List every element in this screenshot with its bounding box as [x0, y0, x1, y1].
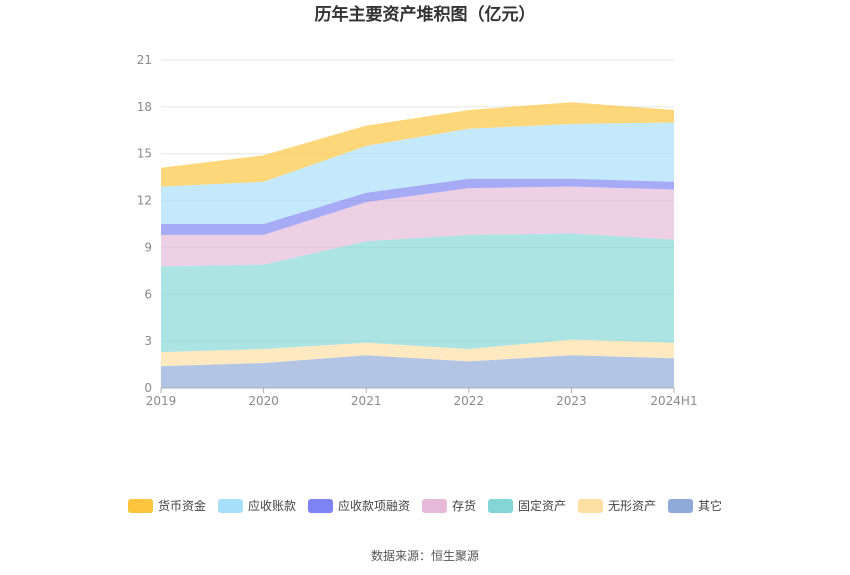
y-tick-label: 15 [137, 147, 152, 161]
area-4 [161, 178, 674, 235]
area-0 [161, 355, 674, 388]
y-tick-label: 0 [144, 381, 152, 395]
area-1 [161, 339, 674, 367]
x-tick-label: 2020 [248, 394, 279, 408]
y-tick-label: 12 [137, 194, 152, 208]
legend-label: 固定资产 [518, 498, 566, 513]
legend-swatch [308, 499, 333, 513]
area-3 [161, 186, 674, 267]
y-tick-label: 3 [144, 334, 152, 348]
legend-swatch [578, 499, 603, 513]
y-tick-label: 18 [137, 100, 152, 114]
y-tick-label: 6 [144, 287, 152, 301]
axes: 0 3 6 9 12 15 18 21 2019 2020 2021 2022 2023 2024H1 [137, 53, 698, 408]
x-tick-label: 2022 [454, 394, 485, 408]
area-series [161, 102, 674, 388]
chart-title: 历年主要资产堆积图（亿元） [315, 4, 536, 25]
x-tick-label: 2021 [351, 394, 382, 408]
x-tick-label: 2019 [146, 394, 177, 408]
legend-label: 货币资金 [158, 498, 206, 513]
legend-label: 无形资产 [608, 499, 656, 513]
legend-swatch [488, 499, 513, 513]
area-2 [161, 233, 674, 353]
legend-label: 其它 [698, 498, 722, 513]
legend-label: 应收账款 [248, 498, 296, 513]
source-note: 数据来源：恒生聚源 [371, 548, 479, 563]
legend-swatch [422, 499, 447, 513]
legend-swatch [218, 499, 243, 513]
x-tick-label: 2024H1 [650, 394, 697, 408]
area-6 [161, 102, 674, 187]
y-tick-label: 9 [144, 240, 152, 254]
legend-label: 应收款项融资 [338, 498, 410, 513]
legend: 货币资金 应收账款 应收款项融资 存货 固定资产 无形资产 其它 [128, 498, 722, 513]
legend-swatch [128, 499, 153, 513]
y-tick-label: 21 [137, 53, 152, 67]
x-tick-label: 2023 [556, 394, 587, 408]
legend-label: 存货 [452, 498, 476, 513]
legend-swatch [668, 499, 693, 513]
area-5 [161, 122, 674, 224]
